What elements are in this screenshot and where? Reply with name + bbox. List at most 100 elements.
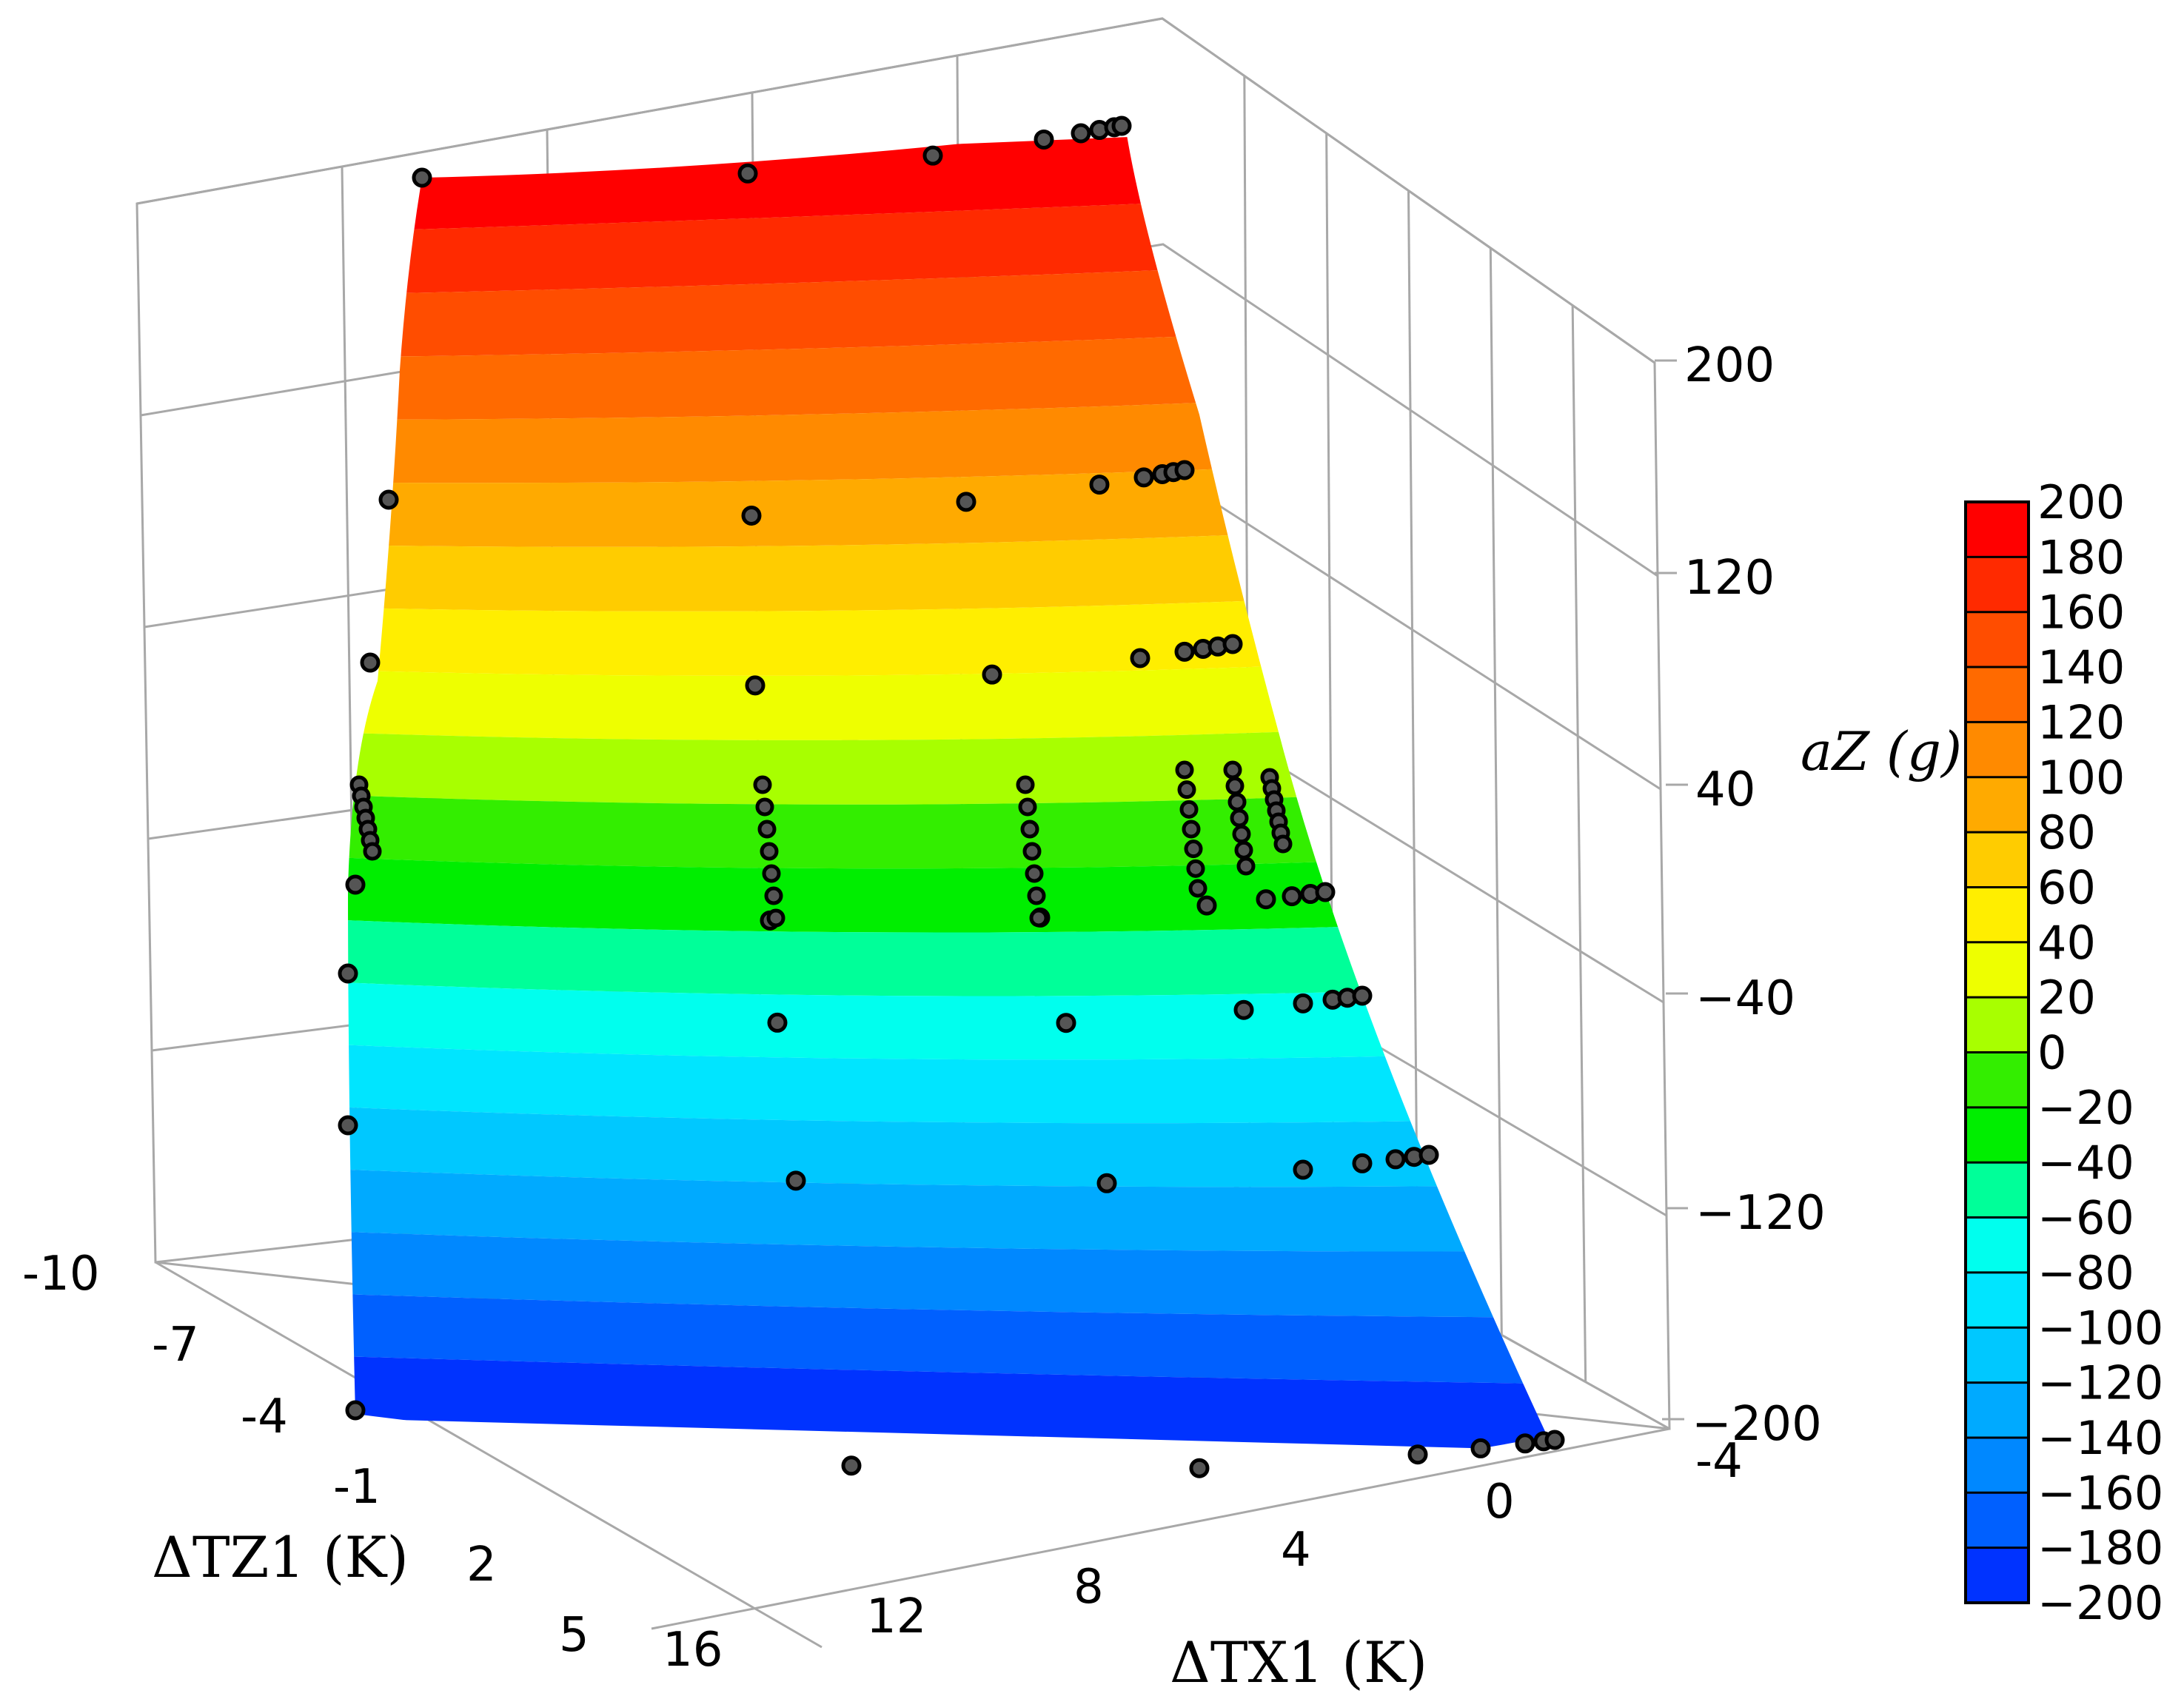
- data-point: [785, 1170, 806, 1191]
- data-point: [1174, 641, 1195, 662]
- z-tick-label: −200: [1692, 1397, 1822, 1452]
- data-point: [1225, 777, 1245, 796]
- data-point: [1233, 999, 1254, 1020]
- y-axis-label: ΔTZ1 (K): [152, 1524, 409, 1590]
- colorbar-swatch: [1966, 1272, 2029, 1329]
- surface-band: [348, 851, 1547, 933]
- data-point: [1029, 908, 1048, 928]
- colorbar-tick-label: 60: [2037, 860, 2096, 914]
- surface-band: [348, 981, 1547, 1060]
- y-tick-label: 2: [466, 1538, 497, 1592]
- colorbar-tick-label: −100: [2037, 1301, 2163, 1355]
- colorbar-tick-label: −180: [2037, 1521, 2163, 1575]
- grid-line-x: [1489, 247, 1503, 1336]
- colorbar-swatch: [1966, 1107, 2029, 1164]
- data-point: [762, 864, 781, 883]
- surface-band: [348, 1355, 1547, 1451]
- data-point: [1230, 808, 1249, 828]
- data-point: [1189, 1458, 1210, 1478]
- colorbar-swatch: [1966, 1492, 2029, 1549]
- data-point: [1174, 460, 1195, 480]
- colorbar-tick-label: −60: [2037, 1191, 2134, 1245]
- colorbar-tick-label: 160: [2037, 586, 2125, 640]
- colorbar-swatch: [1966, 777, 2029, 834]
- data-point: [757, 820, 777, 839]
- colorbar-tick-label: 80: [2037, 805, 2096, 859]
- surface-band: [348, 1105, 1547, 1187]
- colorbar-swatch: [1966, 611, 2029, 668]
- data-points: [338, 115, 1565, 1478]
- surface-band: [348, 918, 1547, 996]
- data-point: [1223, 760, 1242, 780]
- data-point: [741, 505, 762, 526]
- data-point: [764, 886, 783, 905]
- colorbar-tick-label: −200: [2037, 1576, 2163, 1630]
- data-point: [1282, 886, 1302, 907]
- data-point: [1222, 634, 1243, 654]
- data-point: [1470, 1438, 1491, 1458]
- grid-line-x: [1407, 190, 1419, 1289]
- data-point: [338, 963, 358, 984]
- data-point: [360, 652, 381, 673]
- z-tick-label: 200: [1684, 338, 1775, 393]
- colorbar-swatch: [1966, 667, 2029, 723]
- colorbar-swatch: [1966, 832, 2029, 888]
- data-point: [1175, 760, 1194, 780]
- x-tick-label: -4: [1695, 1434, 1743, 1489]
- surface-band: [348, 1043, 1547, 1124]
- data-point: [1179, 800, 1199, 819]
- data-point: [1256, 889, 1276, 910]
- colorbar-tick-label: 100: [2037, 751, 2125, 805]
- colorbar: 200180160140120100806040200−20−40−60−80−…: [1964, 475, 2163, 1630]
- data-point: [1020, 820, 1039, 839]
- colorbar-tick-label: −40: [2037, 1136, 2134, 1190]
- colorbar-swatch: [1966, 502, 2029, 558]
- data-point: [1027, 886, 1046, 905]
- colorbar-swatch: [1966, 722, 2029, 778]
- colorbar-frame: [1964, 500, 2030, 1604]
- data-point: [982, 664, 1002, 685]
- x-axis-ticks: -4 0 4 8 12 16: [663, 1434, 1743, 1678]
- x-tick-label: 0: [1484, 1475, 1515, 1529]
- data-point: [1293, 993, 1313, 1013]
- grid-line-floor: [155, 1261, 823, 1649]
- y-tick-label: 5: [559, 1608, 589, 1663]
- colorbar-swatch: [1966, 1437, 2029, 1494]
- colorbar-swatch: [1966, 1327, 2029, 1384]
- data-point: [755, 797, 774, 817]
- data-point: [1352, 1153, 1373, 1173]
- y-tick-label: -4: [241, 1390, 288, 1444]
- colorbar-tick-label: 140: [2037, 640, 2125, 694]
- data-point: [956, 492, 977, 512]
- data-point: [1022, 842, 1042, 861]
- data-point: [737, 163, 758, 184]
- data-point: [1352, 985, 1373, 1006]
- colorbar-tick-label: −160: [2037, 1466, 2163, 1520]
- data-point: [1130, 648, 1150, 668]
- data-point: [1196, 895, 1217, 916]
- z-tick-label: 40: [1695, 763, 1755, 817]
- data-point: [1089, 475, 1110, 495]
- data-point: [760, 842, 779, 861]
- data-point: [767, 1012, 788, 1033]
- data-point: [1418, 1145, 1439, 1165]
- data-point: [922, 145, 943, 166]
- colorbar-tick-label: −80: [2037, 1246, 2134, 1300]
- y-tick-label: -7: [152, 1318, 199, 1373]
- colorbar-tick-label: 120: [2037, 695, 2125, 749]
- y-tick-label: -1: [333, 1460, 381, 1515]
- colorbar-tick-label: −120: [2037, 1356, 2163, 1410]
- x-tick-label: 12: [866, 1589, 926, 1644]
- y-axis-ticks: -10 -7 -4 -1 2 5: [22, 1247, 589, 1663]
- data-point: [1407, 1444, 1428, 1465]
- data-point: [1111, 115, 1132, 136]
- surface-band: [348, 1230, 1547, 1318]
- colorbar-tick-label: 20: [2037, 971, 2096, 1025]
- colorbar-swatch: [1966, 557, 2029, 613]
- data-point: [1096, 1173, 1117, 1193]
- grid-line-floor: [651, 1427, 1670, 1630]
- colorbar-swatch: [1966, 1217, 2029, 1273]
- x-axis-label: ΔTX1 (K): [1170, 1629, 1427, 1695]
- z-axis-ticks: 200 120 40 −40 −120 −200: [1655, 338, 1826, 1452]
- surface-band: [348, 1168, 1547, 1252]
